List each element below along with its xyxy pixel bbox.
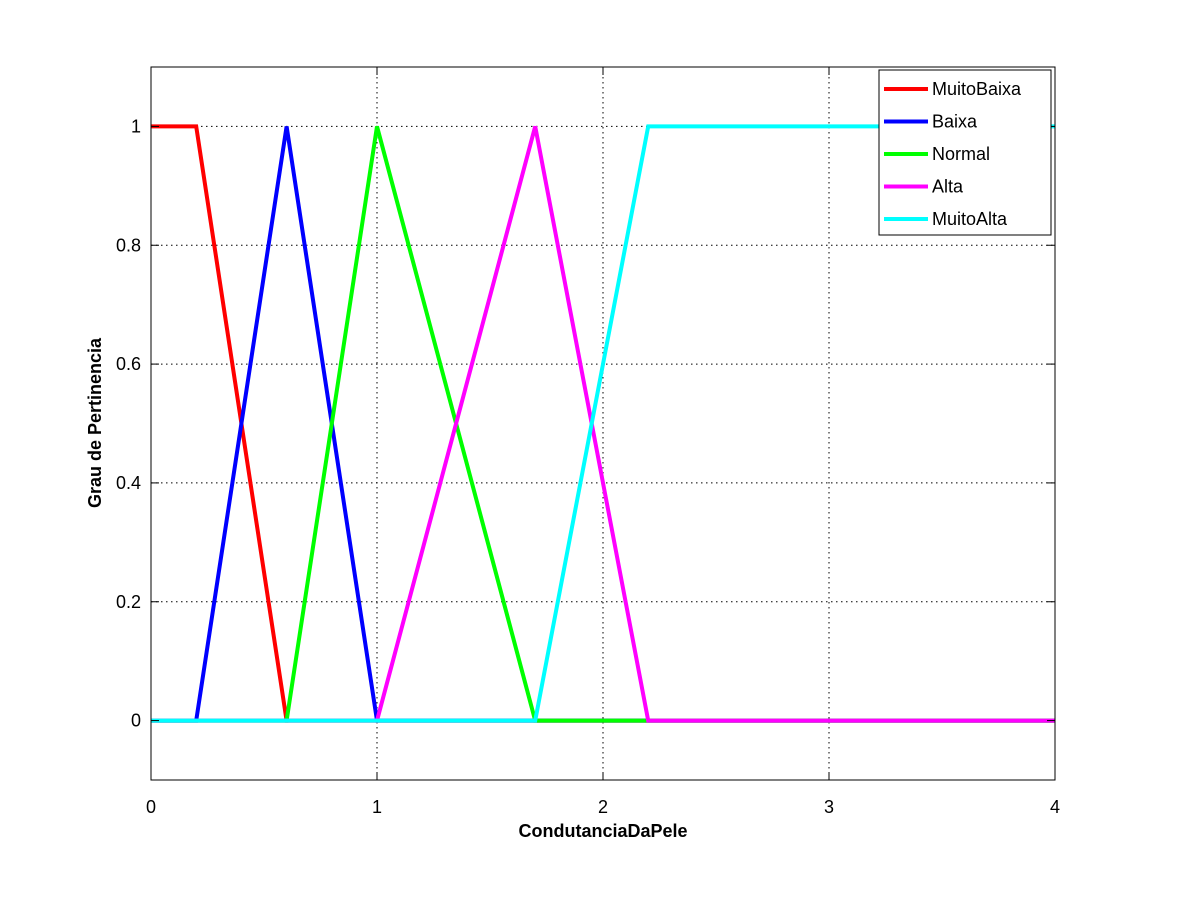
- legend-label-baixa: Baixa: [932, 112, 978, 132]
- y-tick-label: 0: [131, 711, 141, 731]
- y-tick-label: 1: [131, 116, 141, 136]
- y-tick-labels: 0 0.2 0.4 0.6 0.8 1: [116, 116, 141, 730]
- x-tick-label: 1: [372, 797, 382, 817]
- x-tick-label: 0: [146, 797, 156, 817]
- y-tick-label: 0.6: [116, 354, 141, 374]
- series-line-muitoalta: [151, 124, 1055, 723]
- legend-label-normal: Normal: [932, 144, 990, 164]
- y-tick-label: 0.8: [116, 235, 141, 255]
- x-tick-label: 4: [1050, 797, 1060, 817]
- y-axis-label: Grau de Pertinencia: [85, 337, 105, 508]
- series-lines: [151, 124, 1055, 723]
- x-axis-label: CondutanciaDaPele: [518, 821, 687, 841]
- legend-label-alta: Alta: [932, 177, 964, 197]
- legend: MuitoBaixa Baixa Normal Alta MuitoAlta: [878, 69, 1052, 236]
- x-tick-label: 3: [824, 797, 834, 817]
- x-tick-labels: 0 1 2 3 4: [146, 797, 1060, 817]
- y-tick-label: 0.4: [116, 473, 141, 493]
- legend-label-muitoalta: MuitoAlta: [932, 209, 1008, 229]
- legend-label-muitobaixa: MuitoBaixa: [932, 79, 1022, 99]
- y-tick-label: 0.2: [116, 592, 141, 612]
- axis-ticks: [150, 67, 1056, 780]
- x-tick-label: 2: [598, 797, 608, 817]
